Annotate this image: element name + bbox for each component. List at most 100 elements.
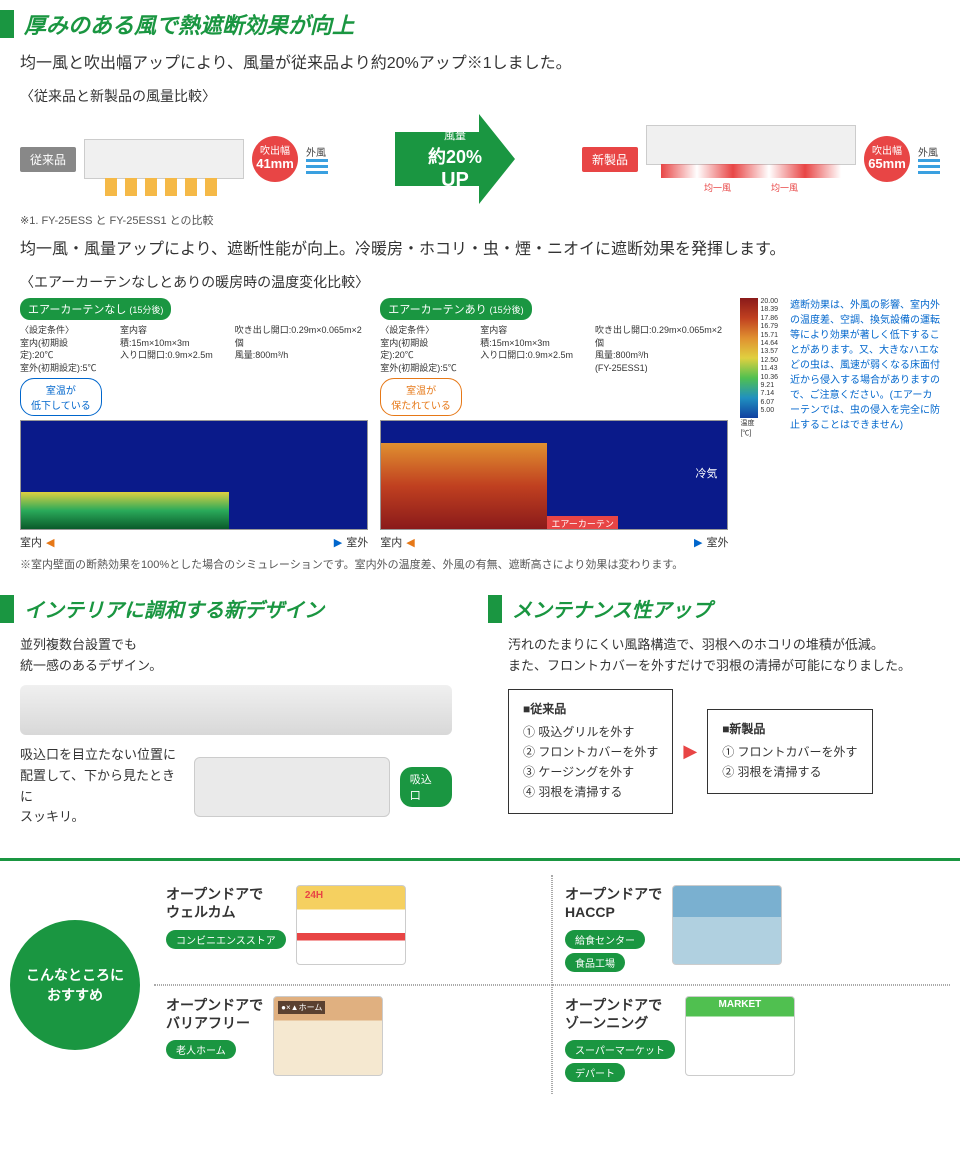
simulation-row: エアーカーテンなし (15分後) 〈設定条件〉 室内(初期設定):20℃ 室外(… [20, 298, 940, 550]
maint-old-list: ① 吸込グリルを外す ② フロントカバーを外す ③ ケージングを外す ④ 羽根を… [523, 723, 658, 800]
inout-1: 室内◀ ▶室外 [20, 534, 368, 550]
rec-cell-welcome: オープンドアでウェルカム コンビニエンスストア [154, 875, 552, 984]
sim-without: エアーカーテンなし (15分後) 〈設定条件〉 室内(初期設定):20℃ 室外(… [20, 298, 368, 550]
cond-1b: 室外(初期設定):5℃ [20, 362, 100, 375]
old-unit-illust [84, 139, 244, 179]
section-header-design: インテリアに調和する新デザイン [0, 594, 472, 623]
sim-without-label: エアーカーテンなし [28, 304, 126, 316]
cond-2b: 入り口開口:0.9m×2.5m [120, 349, 215, 362]
cond-3b-2: 風量:800m³/h [595, 349, 729, 362]
maint-boxes: ■従来品 ① 吸込グリルを外す ② フロントカバーを外す ③ ケージングを外す … [508, 689, 950, 814]
heatbar-block: 温度 [℃] 20.00 18.39 17.86 16.79 15.71 14.… [740, 298, 778, 438]
heatbar-gradient [740, 298, 758, 418]
header-title-design: インテリアに調和する新デザイン [24, 594, 324, 623]
section-header-1: 厚みのある風で熱遮断効果が向上 [0, 8, 960, 40]
outdoor-2: 室外 [706, 534, 728, 550]
rec-title: オープンドアでゾーンニング [565, 996, 675, 1032]
old-product: 従来品 吹出幅 41mm 外風 [20, 136, 328, 182]
sim-note: ※室内壁面の断熱効果を100%とした場合のシミュレーションです。室内外の温度差、… [20, 556, 940, 572]
outside-air-label-2: 外風 [918, 144, 940, 159]
list-item: ① フロントカバーを外す [722, 743, 857, 760]
inlet-badge: 吸込口 [400, 767, 452, 807]
new-wind: 外風 [918, 144, 940, 174]
lead-1: 均一風と吹出幅アップにより、風量が従来品より約20%アップ※1しました。 [20, 52, 940, 76]
header-bar-3 [488, 595, 502, 623]
rec-pill: 食品工場 [565, 953, 625, 972]
sim-viz-with: 冷気 エアーカーテン [380, 420, 728, 530]
recommend-section: こんなところに おすすめ オープンドアでウェルカム コンビニエンスストア オープ… [0, 875, 960, 1114]
list-item: ③ ケージングを外す [523, 763, 658, 780]
sim-header: 〈エアーカーテンなしとありの暖房時の温度変化比較〉 [20, 272, 940, 292]
uniform-1: 均一風 [704, 181, 731, 194]
rec-pill: 給食センター [565, 930, 645, 949]
inout-2: 室内 ◀ ▶ 室外 [380, 534, 728, 550]
cond-2b-2: 入り口開口:0.9m×2.5m [480, 349, 575, 362]
callout-with: 室温が 保たれている [380, 378, 462, 416]
heatbar-labels: 20.00 18.39 17.86 16.79 15.71 14.64 13.5… [760, 298, 778, 438]
arrow-t2: 約20% [428, 143, 482, 169]
cond-3a-2: 吹き出し開口:0.29m×0.065m×2個 [595, 324, 729, 349]
maintenance-column: メンテナンス性アップ 汚れのたまりにくい風路構造で、羽根へのホコリの堆積が低減。… [488, 586, 960, 838]
maint-old-title: ■従来品 [523, 700, 658, 717]
wind-lines-icon [306, 159, 328, 174]
sim-with-label: エアーカーテンあり [388, 304, 486, 316]
maint-old-box: ■従来品 ① 吸込グリルを外す ② フロントカバーを外す ③ ケージングを外す … [508, 689, 673, 814]
new-tag: 新製品 [582, 147, 638, 172]
new-product: 新製品 均一風 均一風 吹出幅 65mm 外風 [582, 125, 940, 194]
maint-new-title: ■新製品 [722, 720, 857, 737]
cond-3a: 吹き出し開口:0.29m×0.065m×2個 [235, 324, 369, 349]
list-item: ① 吸込グリルを外す [523, 723, 658, 740]
triangle-right-icon: ▶ [683, 741, 697, 762]
arrow-t3: UP [441, 169, 469, 192]
outside-air-label: 外風 [306, 144, 328, 159]
model-label: (FY-25ESS1) [595, 362, 729, 375]
indoor-2: 室内 [380, 534, 402, 550]
new-bubble: 吹出幅 65mm [864, 136, 910, 182]
arrow-right-icon-2: ▶ [694, 536, 702, 549]
rec-info: オープンドアでゾーンニング スーパーマーケット デパート [565, 996, 675, 1084]
arrow-left-icon-2: ◀ [406, 536, 414, 549]
aircurtain-label: エアーカーテン [547, 516, 617, 530]
recommend-grid: オープンドアでウェルカム コンビニエンスストア オープンドアでHACCP 給食セ… [154, 875, 950, 1094]
outdoor-1: 室外 [346, 534, 368, 550]
rec-title: オープンドアでHACCP [565, 885, 662, 921]
note-1: ※1. FY-25ESS と FY-25ESS1 との比較 [20, 212, 940, 228]
wind-lines-icon-2 [918, 159, 940, 174]
cond-1a-2: 室内(初期設定):20℃ [380, 337, 460, 362]
arrow-right-icon: ▶ [334, 536, 342, 549]
sim-tag-with: エアーカーテンあり (15分後) [380, 298, 531, 320]
sim-tag-without: エアーカーテンなし (15分後) [20, 298, 171, 320]
recommend-circle: こんなところに おすすめ [10, 920, 140, 1050]
sim-viz-without: 冷気侵入 [20, 420, 368, 530]
cold-label: 冷気 [695, 465, 717, 481]
rec-pill: スーパーマーケット [565, 1040, 675, 1059]
rec-pill: デパート [565, 1063, 625, 1082]
indoor-1: 室内 [20, 534, 42, 550]
header-title-maint: メンテナンス性アップ [512, 594, 712, 623]
cond-2a-2: 室内容積:15m×10m×3m [480, 324, 575, 349]
list-item: ④ 羽根を清掃する [523, 783, 658, 800]
cond-1b-2: 室外(初期設定):5℃ [380, 362, 460, 375]
design-text-2: 吸込口を目立たない位置に 配置して、下から見たときに スッキリ。 [20, 745, 184, 828]
sim-minutes-1: (15分後) [129, 305, 163, 315]
volume-up-arrow: 風量 約20% UP [395, 114, 515, 204]
old-tag: 従来品 [20, 147, 76, 172]
old-mm: 41mm [256, 157, 294, 171]
cond-1a: 室内(初期設定):20℃ [20, 337, 100, 362]
sim-minutes-2: (15分後) [490, 305, 524, 315]
header-title-1: 厚みのある風で熱遮断効果が向上 [24, 8, 354, 40]
rec-info: オープンドアでHACCP 給食センター 食品工場 [565, 885, 662, 973]
cond-3b: 風量:800m³/h [235, 349, 369, 362]
comparison-row: 従来品 吹出幅 41mm 外風 風量 約20% UP 新製品 均一風 均一風 吹… [20, 114, 940, 204]
list-item: ② フロントカバーを外す [523, 743, 658, 760]
heatbar: 温度 [℃] [740, 298, 758, 438]
maint-new-box: ■新製品 ① フロントカバーを外す ② 羽根を清掃する [707, 709, 872, 794]
inlet-illust-row: 吸込口を目立たない位置に 配置して、下から見たときに スッキリ。 吸込口 [20, 745, 452, 828]
inlet-unit-illust [194, 757, 390, 817]
two-column-section: インテリアに調和する新デザイン 並列複数台設置でも 統一感のあるデザイン。 吸込… [0, 586, 960, 838]
maint-new-list: ① フロントカバーを外す ② 羽根を清掃する [722, 743, 857, 780]
rec-pill: 老人ホーム [166, 1040, 236, 1059]
rec-info: オープンドアでバリアフリー 老人ホーム [166, 996, 263, 1061]
green-divider [0, 858, 960, 861]
sim-with: エアーカーテンあり (15分後) 〈設定条件〉 室内(初期設定):20℃ 室外(… [380, 298, 728, 550]
